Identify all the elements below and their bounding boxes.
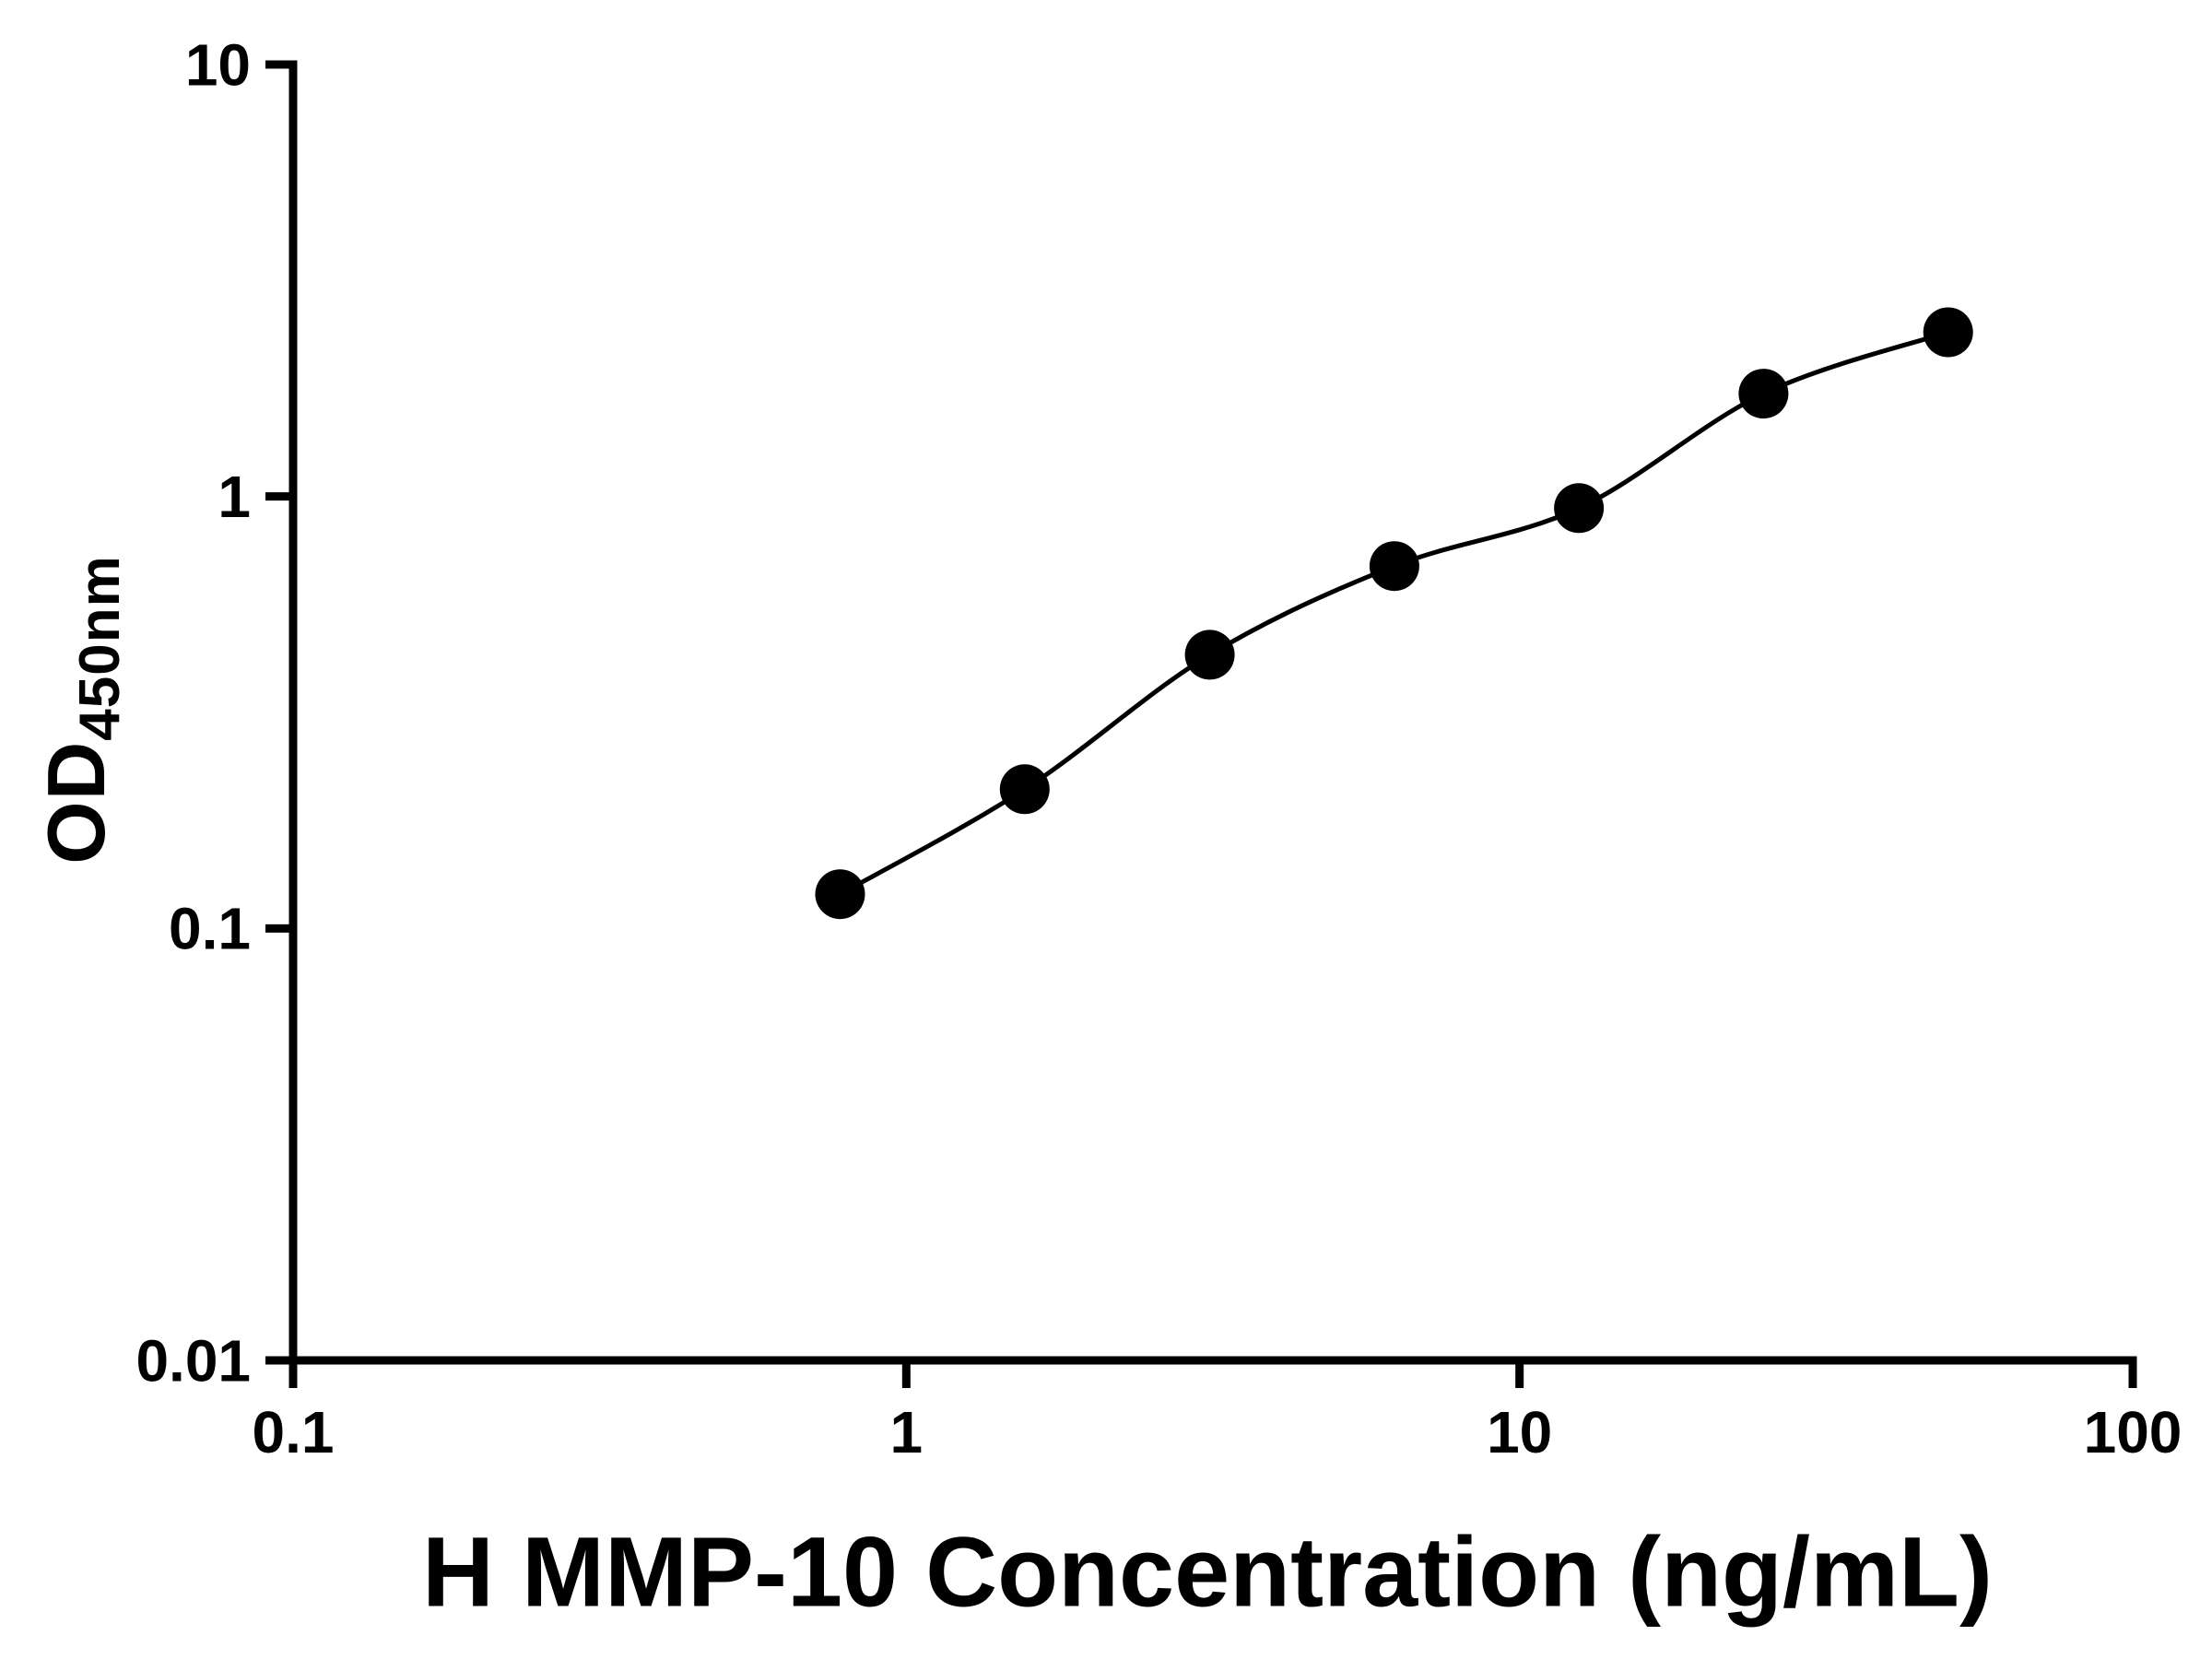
data-point-marker (1738, 369, 1789, 419)
x-axis-tick-label: 1 (890, 1399, 924, 1465)
standard-curve-line (839, 330, 1949, 897)
y-axis-tick-label: 10 (185, 31, 251, 98)
data-point-marker (1554, 483, 1605, 534)
y-axis-tick-label: 0.1 (169, 896, 251, 962)
data-point-marker (1184, 629, 1235, 680)
data-point-marker (815, 869, 865, 920)
y-axis-title-sub: 450nm (68, 555, 132, 741)
x-axis-title: H MMP-10 Concentration (ng/mL) (422, 1515, 1993, 1628)
data-point-marker (1369, 541, 1419, 592)
y-axis-title: OD450nm (29, 555, 133, 864)
x-axis-tick-label: 10 (1487, 1399, 1552, 1465)
y-axis-tick-label: 0.01 (135, 1327, 251, 1394)
x-axis-tick-label: 0.1 (253, 1399, 335, 1465)
data-point-marker (999, 764, 1050, 815)
y-axis-tick-label: 1 (218, 464, 251, 530)
y-axis-title-main: OD (30, 740, 122, 865)
x-axis-tick-label: 100 (2084, 1399, 2183, 1465)
data-point-marker (1923, 307, 1973, 358)
